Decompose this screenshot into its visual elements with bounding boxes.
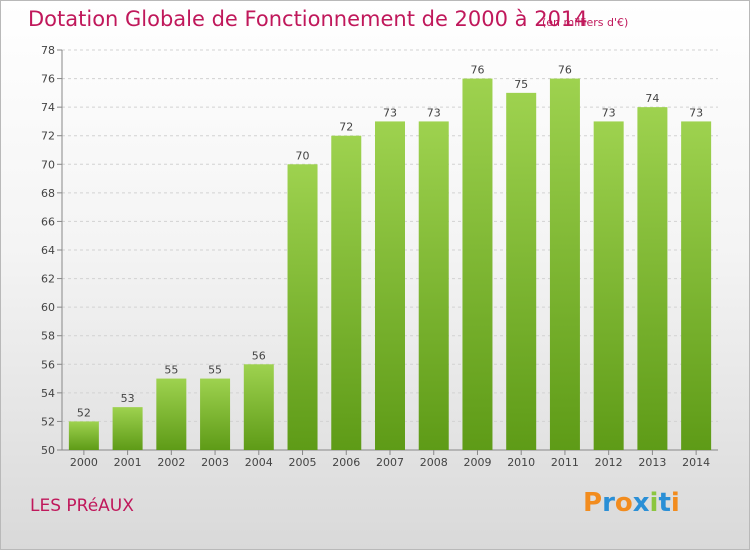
bar	[549, 78, 580, 451]
bar	[593, 121, 624, 450]
data-label: 56	[252, 349, 266, 362]
data-label: 70	[296, 149, 310, 162]
y-tick-label: 58	[41, 330, 55, 343]
y-tick-label: 66	[41, 215, 55, 228]
bar	[418, 121, 449, 450]
y-tick-label: 72	[41, 130, 55, 143]
bar	[156, 378, 187, 450]
data-label: 76	[470, 64, 484, 77]
bar	[462, 78, 493, 451]
x-tick-label: 2003	[201, 456, 229, 469]
bar	[287, 164, 318, 451]
x-tick-label: 2012	[595, 456, 623, 469]
bars	[68, 78, 712, 451]
logo-letter: P	[583, 488, 603, 518]
y-tick-label: 74	[41, 101, 55, 114]
data-label: 74	[645, 92, 659, 105]
logo-letter: x	[632, 488, 650, 518]
x-tick-label: 2001	[114, 456, 142, 469]
data-label: 52	[77, 406, 91, 419]
bar	[200, 378, 231, 450]
data-label: 73	[602, 106, 616, 119]
bar	[506, 92, 537, 450]
data-label: 73	[427, 106, 441, 119]
data-label: 73	[383, 106, 397, 119]
y-tick-label: 62	[41, 273, 55, 286]
x-tick-label: 2009	[463, 456, 491, 469]
logo-letter: o	[614, 488, 633, 518]
chart-title: Dotation Globale de Fonctionnement de 20…	[28, 7, 588, 31]
x-tick-label: 2011	[551, 456, 579, 469]
logo-letter: i	[649, 488, 659, 518]
data-label: 55	[164, 364, 178, 377]
x-tick-label: 2010	[507, 456, 535, 469]
logo-letter: r	[602, 488, 615, 518]
x-tick-label: 2005	[289, 456, 317, 469]
bar	[331, 135, 362, 450]
chart-unit: (en milliers d'€)	[542, 16, 629, 29]
x-tick-label: 2004	[245, 456, 273, 469]
data-label: 53	[121, 392, 135, 405]
x-tick-label: 2002	[157, 456, 185, 469]
y-tick-label: 54	[41, 387, 55, 400]
x-tick-label: 2006	[332, 456, 360, 469]
bar	[112, 407, 143, 450]
logo-letter: i	[670, 488, 680, 518]
proxiti-logo: Proxiti	[583, 488, 680, 518]
bar	[375, 121, 405, 450]
data-label: 72	[339, 121, 353, 134]
x-tick-label: 2008	[420, 456, 448, 469]
logo-letter: t	[658, 488, 671, 518]
y-tick-label: 60	[41, 301, 55, 314]
bar	[68, 421, 99, 450]
y-tick-label: 56	[41, 358, 55, 371]
bar	[637, 107, 668, 451]
bar	[243, 364, 274, 450]
x-tick-label: 2013	[638, 456, 666, 469]
bar	[681, 121, 712, 450]
data-label: 73	[689, 106, 703, 119]
y-tick-label: 52	[41, 415, 55, 428]
y-tick-label: 78	[41, 44, 55, 57]
y-tick-label: 68	[41, 187, 55, 200]
x-tick-label: 2000	[70, 456, 98, 469]
x-tick-label: 2007	[376, 456, 404, 469]
y-tick-label: 50	[41, 444, 55, 457]
data-label: 76	[558, 64, 572, 77]
data-label: 55	[208, 364, 222, 377]
x-tick-label: 2014	[682, 456, 710, 469]
labels: 50 52 54 56 58 60 62 64 66 68 70 72 74 76 78 52 2000 53 20…	[41, 44, 710, 469]
y-tick-label: 76	[41, 73, 55, 86]
y-tick-label: 64	[41, 244, 55, 257]
y-tick-label: 70	[41, 158, 55, 171]
place-name: LES PRéAUX	[30, 496, 134, 516]
data-label: 75	[514, 78, 528, 91]
